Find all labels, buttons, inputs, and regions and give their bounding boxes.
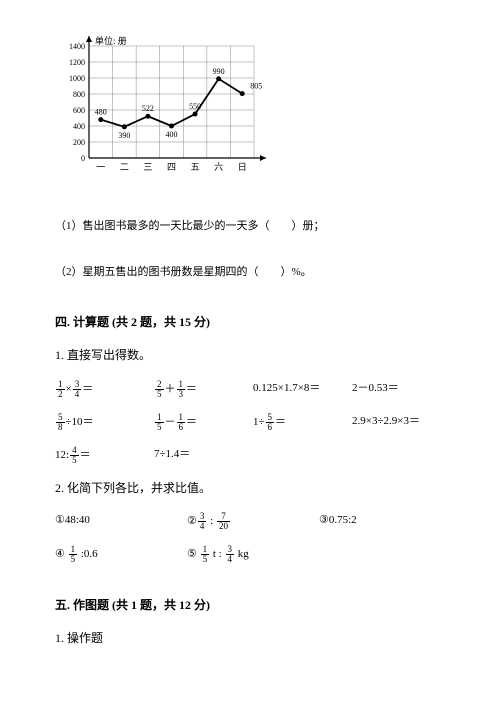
- svg-text:522: 522: [142, 104, 154, 113]
- section-5-q1: 1. 操作题: [55, 629, 445, 648]
- svg-text:990: 990: [213, 67, 225, 76]
- svg-text:五: 五: [191, 162, 200, 172]
- svg-text:390: 390: [118, 131, 130, 140]
- ratio-cell: ①48:40: [55, 512, 181, 531]
- svg-text:1400: 1400: [69, 42, 85, 51]
- section-5-title: 五. 作图题 (共 1 题，共 12 分): [55, 596, 445, 615]
- svg-text:一: 一: [96, 162, 105, 172]
- svg-text:600: 600: [73, 106, 85, 115]
- svg-text:1200: 1200: [69, 58, 85, 67]
- svg-text:二: 二: [120, 162, 129, 172]
- svg-text:480: 480: [95, 108, 107, 117]
- svg-text:三: 三: [143, 162, 152, 172]
- svg-text:200: 200: [73, 138, 85, 147]
- svg-text:单位: 册: 单位: 册: [95, 35, 127, 46]
- calc-cell: 15－16＝: [154, 413, 247, 432]
- calc-cell: 2－0.53＝: [352, 380, 445, 399]
- ratio-grid: ①48:40 ②34 : 720 ③0.75:2 ④ 15 :0.6 ⑤ 15 …: [55, 512, 445, 564]
- ratio-cell: ⑤ 15 t : 34 kg: [187, 545, 313, 564]
- svg-text:800: 800: [73, 90, 85, 99]
- calc-cell: 12:45＝: [55, 446, 148, 465]
- section-4-title: 四. 计算题 (共 2 题，共 15 分): [55, 313, 445, 332]
- calc-cell: 2.9×3÷2.9×3＝: [352, 413, 445, 432]
- question-1: （1）售出图书最多的一天比最少的一天多（ ）册；: [55, 218, 445, 236]
- calc-cell: 25＋13＝: [154, 380, 247, 399]
- svg-text:550: 550: [189, 102, 201, 111]
- svg-text:1000: 1000: [69, 74, 85, 83]
- calc-cell: 7÷1.4＝: [154, 446, 247, 465]
- calc-cell: 12×34＝: [55, 380, 148, 399]
- ratio-cell: ②34 : 720: [187, 512, 313, 531]
- calc-cell: 0.125×1.7×8＝: [253, 380, 346, 399]
- book-sales-chart: 0 200 400 600 800 1000 1200 1400 单位: 册一 二 三 四 五 六 日 480…: [55, 30, 445, 190]
- svg-text:400: 400: [166, 130, 178, 139]
- svg-text:日: 日: [238, 162, 247, 172]
- svg-text:400: 400: [73, 122, 85, 131]
- ratio-cell: ④ 15 :0.6: [55, 545, 181, 564]
- question-2: （2）星期五售出的图书册数是星期四的（ ）%。: [55, 264, 445, 282]
- section-4-q1: 1. 直接写出得数。: [55, 346, 445, 365]
- calc-cell: 58÷10＝: [55, 413, 148, 432]
- calc-cell: 1÷56＝: [253, 413, 346, 432]
- section-4-q2: 2. 化简下列各比，并求比值。: [55, 479, 445, 498]
- svg-text:四: 四: [167, 162, 176, 172]
- svg-text:六: 六: [214, 161, 223, 172]
- svg-text:0: 0: [81, 154, 85, 163]
- ratio-cell: ③0.75:2: [319, 512, 445, 531]
- svg-text:805: 805: [250, 82, 262, 91]
- calc-grid: 12×34＝ 25＋13＝ 0.125×1.7×8＝ 2－0.53＝ 58÷10…: [55, 380, 445, 465]
